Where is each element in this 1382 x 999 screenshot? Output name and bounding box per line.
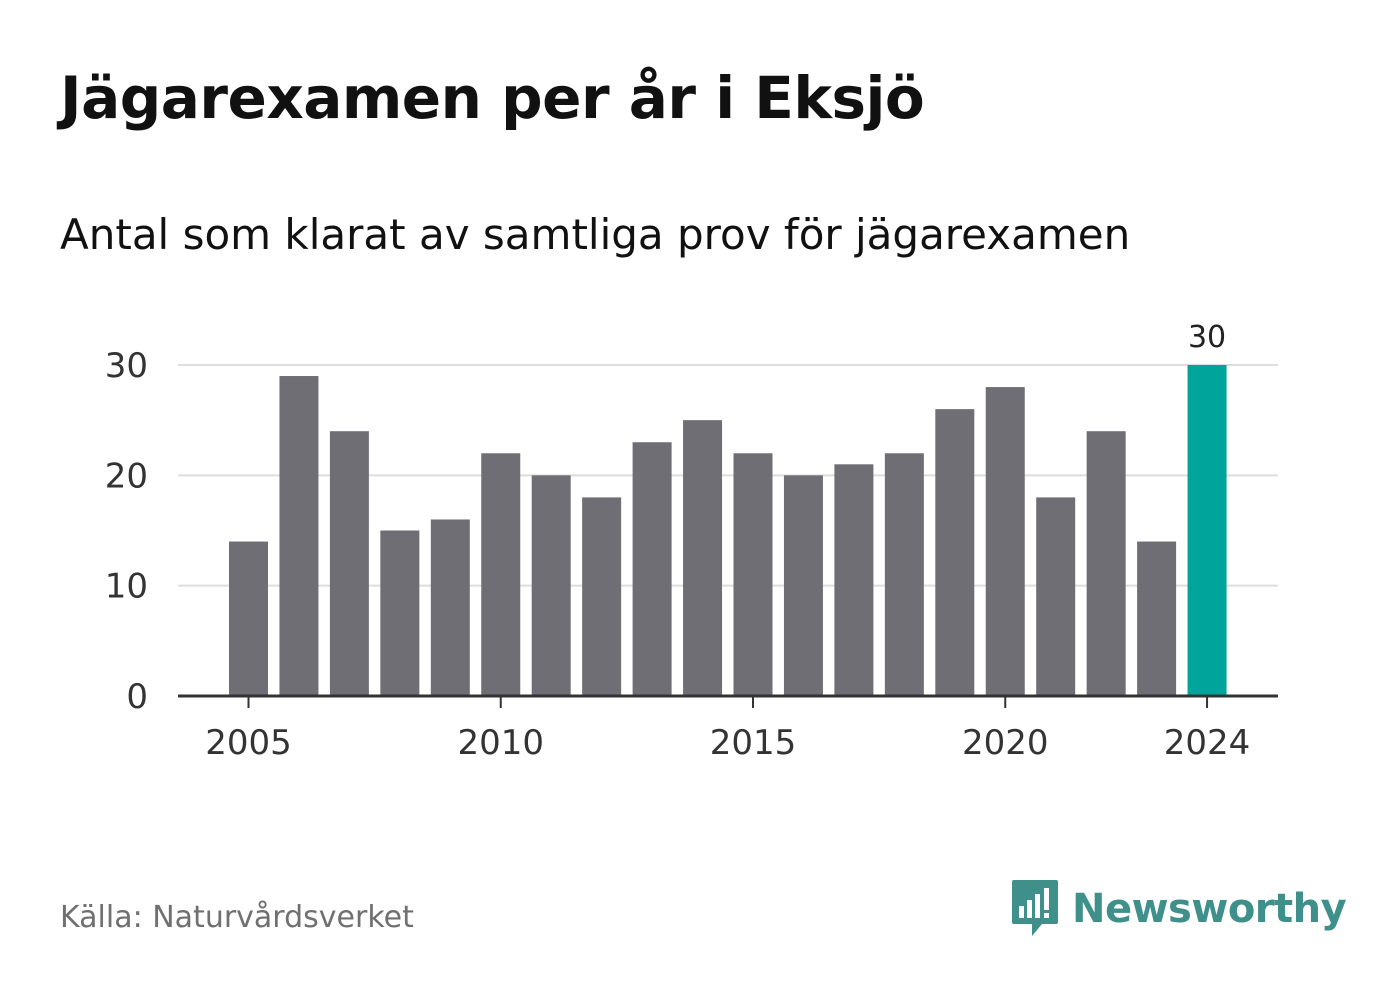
- x-tick-label-2015: 2015: [710, 723, 797, 763]
- source-note: Källa: Naturvårdsverket: [60, 900, 414, 935]
- data-labels: 30: [1188, 320, 1226, 355]
- bar-2020: [985, 387, 1025, 696]
- y-tick-label-20: 20: [105, 456, 148, 496]
- bar-2012: [582, 497, 622, 696]
- x-tick-label-2010: 2010: [457, 723, 544, 763]
- bar-2010: [481, 453, 521, 696]
- bar-2011: [531, 475, 571, 696]
- bar-2024: [1187, 365, 1227, 696]
- bar-2015: [733, 453, 773, 696]
- y-axis-ticks: 0 10 20 30: [105, 346, 148, 717]
- brand-name: Newsworthy: [1072, 886, 1347, 932]
- x-tick-label-2020: 2020: [962, 723, 1049, 763]
- bar-2007: [329, 431, 369, 696]
- bar-2008: [380, 530, 420, 696]
- bar-2009: [430, 519, 470, 696]
- bar-2021: [1036, 497, 1076, 696]
- bar-2018: [884, 453, 924, 696]
- bar-2005: [229, 541, 268, 696]
- x-axis-ticks: 2005 2010 2015 2020 2024: [205, 696, 1250, 763]
- chart-subtitle: Antal som klarat av samtliga prov för jä…: [60, 210, 1131, 259]
- newsworthy-logo-icon: [1012, 880, 1058, 936]
- bar-2006: [279, 376, 319, 696]
- bar-2014: [683, 420, 723, 696]
- y-tick-label-30: 30: [105, 346, 148, 386]
- chart-title: Jägarexamen per år i Eksjö: [60, 64, 925, 132]
- bar-chart: 0 10 20 30 2005 2010 2015 2020 2024 30: [105, 320, 1278, 763]
- bar-2013: [632, 442, 672, 696]
- y-tick-label-10: 10: [105, 567, 148, 607]
- bar-2019: [935, 409, 975, 696]
- brand-logo: Newsworthy: [1010, 878, 1347, 940]
- data-label-2024: 30: [1188, 320, 1226, 355]
- x-tick-label-2005: 2005: [205, 723, 292, 763]
- bar-2017: [834, 464, 874, 696]
- bar-2016: [783, 475, 823, 696]
- bar-2022: [1086, 431, 1126, 696]
- bar-2023: [1137, 541, 1177, 696]
- x-tick-label-2024: 2024: [1164, 723, 1251, 763]
- y-tick-label-0: 0: [126, 677, 148, 717]
- bars: [229, 365, 1227, 696]
